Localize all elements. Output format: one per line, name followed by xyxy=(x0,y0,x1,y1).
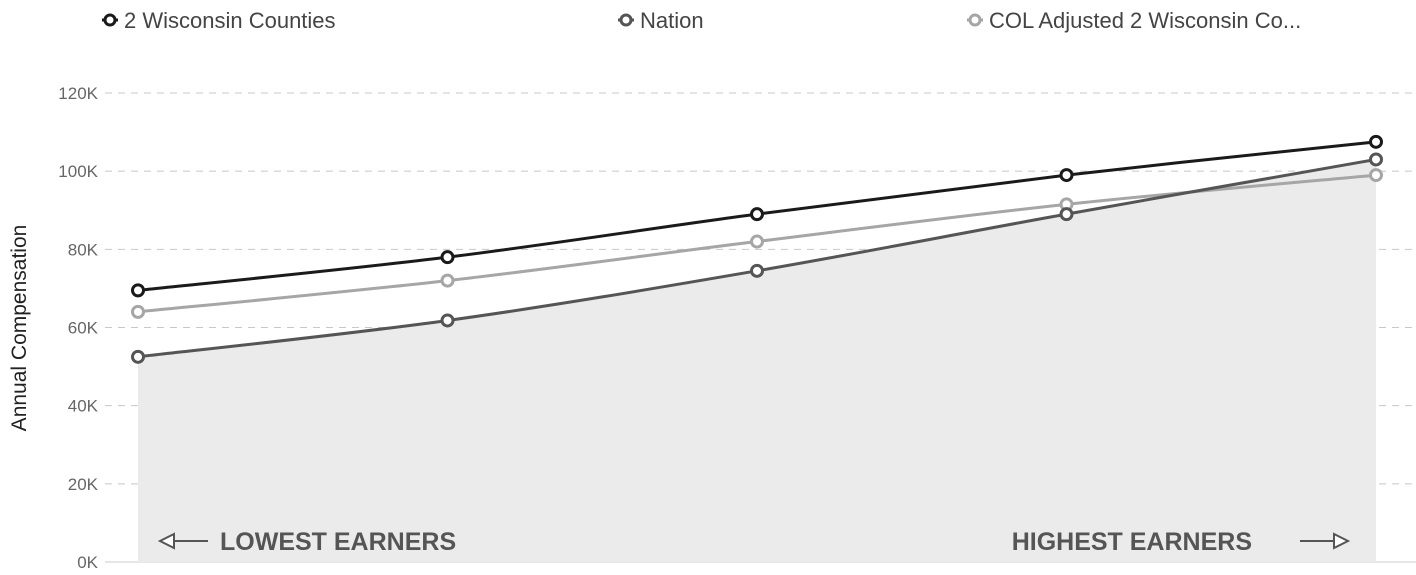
legend-marker-dot xyxy=(619,13,633,27)
y-tick-label: 40K xyxy=(68,397,99,416)
highest-earners-label: HIGHEST EARNERS xyxy=(1012,528,1252,556)
lowest-earners-annotation: LOWEST EARNERS xyxy=(157,528,456,556)
legend-item[interactable]: Nation xyxy=(618,8,704,33)
data-point[interactable] xyxy=(440,250,455,265)
highest-earners-annotation: HIGHEST EARNERS xyxy=(1012,528,1351,556)
series-points xyxy=(131,134,1383,364)
data-point[interactable] xyxy=(131,349,145,364)
data-point[interactable] xyxy=(750,263,764,278)
lowest-earners-label: LOWEST EARNERS xyxy=(220,528,456,556)
y-axis-label: Annual Compensation xyxy=(8,225,31,432)
legend-item[interactable]: COL Adjusted 2 Wisconsin Co... xyxy=(967,8,1301,33)
data-point[interactable] xyxy=(440,313,455,328)
y-tick-label: 0K xyxy=(77,553,98,572)
data-point[interactable] xyxy=(1369,168,1383,183)
nation-area-fill xyxy=(138,159,1376,563)
data-point[interactable] xyxy=(440,273,455,288)
y-tick-label: 100K xyxy=(58,162,98,181)
legend-item[interactable]: 2 Wisconsin Counties xyxy=(102,8,336,33)
legend-label: 2 Wisconsin Counties xyxy=(124,8,336,33)
data-point[interactable] xyxy=(750,207,764,222)
y-tick-label: 20K xyxy=(68,475,99,494)
data-point[interactable] xyxy=(750,234,764,249)
data-point[interactable] xyxy=(131,304,145,319)
legend: 2 Wisconsin Counties Nation COL Adjusted 2… xyxy=(102,8,1301,33)
legend-label: Nation xyxy=(640,8,704,33)
data-point[interactable] xyxy=(1369,134,1383,149)
data-point[interactable] xyxy=(131,283,145,298)
y-tick-label: 60K xyxy=(68,319,99,338)
data-point[interactable] xyxy=(1059,207,1074,222)
legend-marker-dot xyxy=(103,13,117,27)
right-arrow-icon xyxy=(1300,532,1351,550)
left-arrow-icon xyxy=(157,532,208,550)
y-tick-label: 120K xyxy=(58,84,98,103)
data-point[interactable] xyxy=(1059,168,1074,183)
legend-label: COL Adjusted 2 Wisconsin Co... xyxy=(989,8,1301,33)
data-point[interactable] xyxy=(1369,152,1383,167)
y-tick-label: 80K xyxy=(68,240,99,259)
legend-marker-dot xyxy=(968,13,982,27)
